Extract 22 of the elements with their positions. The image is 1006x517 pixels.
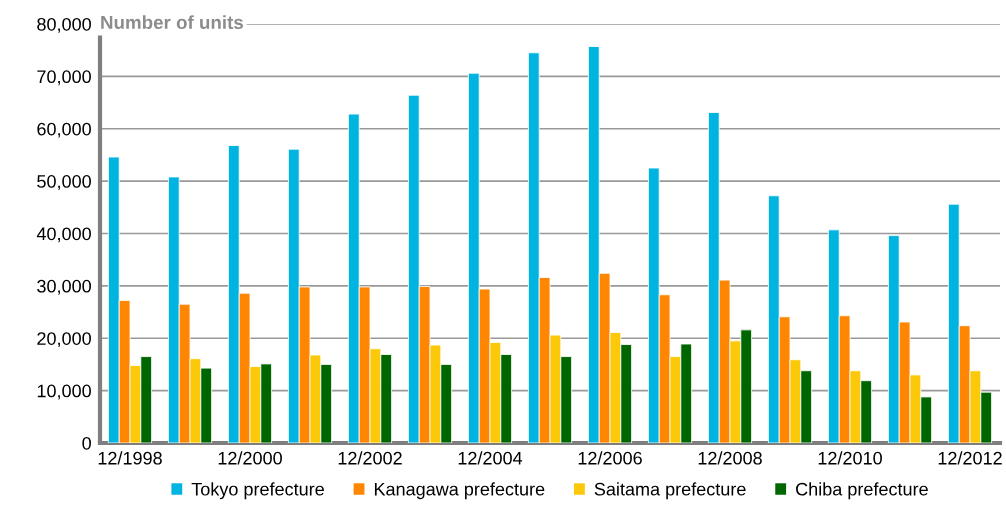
y-tick-label: 20,000 [37,332,91,348]
legend-label: Chiba prefecture [796,482,928,500]
chart-title: Number of units [101,15,243,30]
legend-label: Tokyo prefecture [191,482,324,500]
y-tick-label: 10,000 [37,384,91,400]
x-tick-label: 12/2006 [578,451,642,465]
x-tick-label: 12/2004 [458,451,523,465]
x-tick-label: 12/1998 [98,451,162,465]
y-tick-label: 60,000 [37,122,91,138]
y-tick-label: 0 [82,436,91,450]
y-tick-label: 30,000 [37,279,91,295]
x-tick-label: 12/2012 [938,451,1002,465]
x-tick-label: 12/2000 [218,451,282,465]
legend-label: Kanagawa prefecture [374,482,545,500]
y-tick-label: 70,000 [37,70,91,86]
x-tick-label: 12/2008 [698,451,762,465]
y-tick-label: 50,000 [37,175,91,190]
y-tick-label: 40,000 [36,227,91,243]
x-tick-label: 12/2010 [818,451,882,465]
legend-label: Saitama prefecture [594,482,746,500]
y-tick-label: 80,000 [37,17,91,33]
x-tick-label: 12/2002 [338,451,402,465]
